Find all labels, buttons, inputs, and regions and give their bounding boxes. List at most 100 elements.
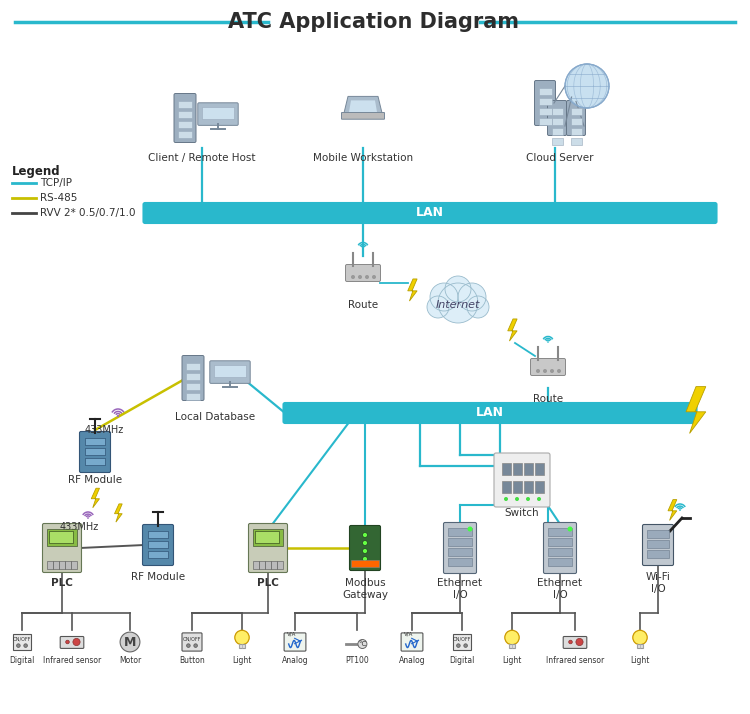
Text: Switch: Switch: [505, 508, 539, 518]
Circle shape: [515, 497, 519, 501]
FancyBboxPatch shape: [571, 108, 581, 115]
Text: Analog: Analog: [282, 656, 308, 665]
Circle shape: [351, 275, 355, 279]
Polygon shape: [508, 319, 517, 341]
FancyBboxPatch shape: [85, 448, 105, 455]
Text: M: M: [124, 635, 136, 648]
FancyBboxPatch shape: [571, 128, 581, 135]
FancyBboxPatch shape: [443, 523, 476, 573]
Text: PLC: PLC: [51, 578, 73, 588]
Text: Legend: Legend: [12, 165, 61, 178]
Circle shape: [537, 497, 541, 501]
Circle shape: [362, 247, 364, 248]
FancyBboxPatch shape: [178, 131, 192, 138]
FancyBboxPatch shape: [186, 393, 200, 400]
FancyBboxPatch shape: [548, 101, 566, 136]
Circle shape: [526, 497, 530, 501]
FancyBboxPatch shape: [571, 118, 581, 125]
FancyBboxPatch shape: [265, 561, 271, 569]
FancyBboxPatch shape: [238, 644, 245, 648]
Text: 433MHz: 433MHz: [60, 522, 99, 532]
Circle shape: [543, 369, 547, 373]
Circle shape: [464, 644, 467, 648]
FancyBboxPatch shape: [271, 561, 277, 569]
Circle shape: [358, 275, 362, 279]
FancyBboxPatch shape: [259, 561, 265, 569]
Polygon shape: [668, 500, 676, 521]
FancyBboxPatch shape: [551, 108, 562, 115]
FancyBboxPatch shape: [448, 528, 472, 536]
Text: Mobile Workstation: Mobile Workstation: [313, 153, 413, 163]
Circle shape: [438, 283, 478, 323]
FancyBboxPatch shape: [178, 111, 192, 118]
Circle shape: [187, 644, 190, 648]
FancyBboxPatch shape: [346, 264, 380, 281]
FancyBboxPatch shape: [548, 528, 572, 536]
FancyBboxPatch shape: [186, 383, 200, 390]
Circle shape: [365, 275, 369, 279]
FancyBboxPatch shape: [530, 358, 566, 376]
Text: °C: °C: [358, 641, 367, 647]
Circle shape: [73, 638, 80, 645]
Circle shape: [358, 640, 367, 648]
FancyBboxPatch shape: [277, 561, 283, 569]
FancyBboxPatch shape: [253, 561, 259, 569]
Text: Digital: Digital: [9, 656, 34, 665]
Polygon shape: [686, 386, 706, 433]
FancyBboxPatch shape: [351, 560, 379, 567]
Circle shape: [536, 369, 540, 373]
FancyBboxPatch shape: [494, 453, 550, 507]
Text: Button: Button: [179, 656, 205, 665]
FancyBboxPatch shape: [341, 113, 385, 119]
FancyBboxPatch shape: [448, 538, 472, 546]
Circle shape: [16, 644, 20, 648]
FancyBboxPatch shape: [643, 525, 674, 565]
Circle shape: [458, 283, 486, 311]
FancyBboxPatch shape: [647, 540, 669, 548]
Text: LAN: LAN: [416, 206, 444, 219]
Circle shape: [24, 644, 28, 648]
Circle shape: [430, 283, 458, 311]
Circle shape: [457, 644, 460, 648]
Circle shape: [362, 556, 368, 561]
FancyBboxPatch shape: [182, 356, 204, 401]
Circle shape: [117, 415, 119, 417]
FancyBboxPatch shape: [538, 118, 551, 125]
FancyBboxPatch shape: [182, 633, 202, 651]
Circle shape: [679, 509, 681, 511]
Circle shape: [362, 540, 368, 545]
FancyBboxPatch shape: [502, 463, 511, 475]
FancyBboxPatch shape: [535, 481, 544, 493]
FancyBboxPatch shape: [566, 101, 586, 136]
FancyBboxPatch shape: [148, 531, 168, 538]
FancyBboxPatch shape: [214, 365, 246, 377]
Text: ATC Application Diagram: ATC Application Diagram: [229, 12, 520, 32]
FancyBboxPatch shape: [248, 523, 287, 573]
Circle shape: [557, 369, 561, 373]
Circle shape: [445, 276, 471, 302]
FancyBboxPatch shape: [401, 633, 423, 651]
Text: ON/OFF: ON/OFF: [13, 636, 32, 641]
Text: PT100: PT100: [345, 656, 369, 665]
Polygon shape: [92, 488, 100, 508]
FancyBboxPatch shape: [647, 530, 669, 538]
FancyBboxPatch shape: [284, 633, 306, 651]
Text: RF Module: RF Module: [131, 572, 185, 582]
Circle shape: [568, 640, 572, 644]
FancyBboxPatch shape: [538, 88, 551, 95]
Text: Modbus
Gateway: Modbus Gateway: [342, 578, 388, 600]
Circle shape: [235, 630, 249, 645]
Text: LAN: LAN: [476, 406, 504, 420]
Text: Infrared sensor: Infrared sensor: [546, 656, 604, 665]
Text: Digital: Digital: [449, 656, 475, 665]
Text: PLC: PLC: [257, 578, 279, 588]
Text: Client / Remote Host: Client / Remote Host: [148, 153, 256, 163]
Circle shape: [362, 533, 368, 538]
FancyBboxPatch shape: [178, 101, 192, 108]
FancyBboxPatch shape: [637, 644, 644, 648]
Circle shape: [505, 630, 519, 645]
Circle shape: [504, 497, 508, 501]
Text: Infrared sensor: Infrared sensor: [43, 656, 101, 665]
FancyBboxPatch shape: [453, 634, 471, 650]
Text: ON/OFF: ON/OFF: [183, 636, 201, 641]
